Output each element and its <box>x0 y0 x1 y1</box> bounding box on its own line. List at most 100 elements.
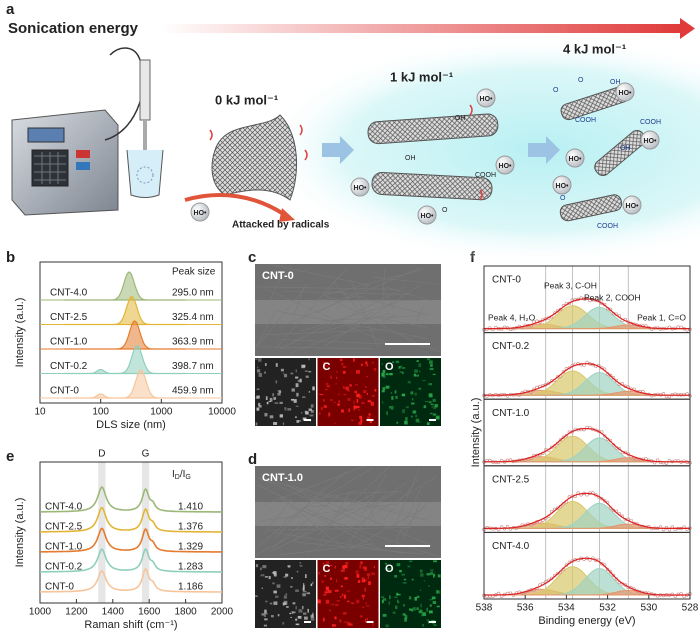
map-speck <box>302 583 305 585</box>
map-speck <box>423 405 427 409</box>
attack-arrow-head <box>279 208 295 222</box>
radical-label: HO• <box>569 156 583 163</box>
map-speck <box>432 398 436 402</box>
band-label: G <box>142 449 150 460</box>
group-label: COOH <box>640 119 661 126</box>
map-speck <box>291 388 295 392</box>
peak-size-label: 398.7 nm <box>172 361 214 372</box>
map-speck <box>433 560 437 563</box>
map-speck <box>346 621 351 626</box>
fit-envelope <box>484 298 690 330</box>
element-map <box>255 358 316 426</box>
map-speck <box>274 402 279 404</box>
data-point <box>555 506 560 510</box>
map-speck <box>401 393 406 397</box>
map-speck <box>336 600 340 602</box>
map-speck <box>326 383 329 385</box>
data-point <box>558 438 563 442</box>
map-speck <box>364 587 366 592</box>
map-speck <box>397 594 401 596</box>
map-speck <box>283 373 288 378</box>
map-speck <box>426 358 431 361</box>
map-speck <box>368 581 371 586</box>
map-speck <box>395 605 398 610</box>
map-speck <box>405 417 408 421</box>
group-label: O <box>553 87 559 94</box>
map-speck <box>326 561 330 564</box>
map-speck <box>305 574 307 579</box>
map-speck <box>334 422 336 424</box>
ratio-header-part: /I <box>180 469 186 480</box>
lattice <box>298 489 428 521</box>
map-speck <box>289 612 292 615</box>
map-speck <box>429 360 433 365</box>
map-speck <box>398 366 401 369</box>
map-speck <box>323 562 325 566</box>
map-speck <box>382 388 386 393</box>
energy-arrow <box>160 24 680 33</box>
map-speck <box>320 407 323 411</box>
map-speck <box>360 615 363 618</box>
map-speck <box>273 573 277 577</box>
radical-ball <box>622 195 642 215</box>
map-speck <box>333 401 336 403</box>
map-speck <box>367 575 370 580</box>
map-speck <box>302 587 305 591</box>
map-speck <box>329 609 331 612</box>
map-speck <box>273 397 277 400</box>
map-speck <box>282 422 285 425</box>
lattice <box>347 507 425 552</box>
lattice <box>293 501 363 540</box>
map-speck <box>345 386 349 390</box>
map-speck <box>319 412 321 415</box>
radical-label: HO• <box>499 163 513 170</box>
group-label: OH <box>405 155 416 162</box>
map-speck <box>317 571 321 575</box>
map-speck <box>402 371 404 375</box>
x-tick-label: 532 <box>599 603 616 614</box>
data-point <box>605 567 610 572</box>
map-speck <box>299 564 303 567</box>
map-speck <box>340 569 345 572</box>
lattice <box>293 284 305 317</box>
map-speck <box>306 592 311 595</box>
map-speck <box>290 398 295 401</box>
map-speck <box>426 422 430 426</box>
image-label: CNT-1.0 <box>262 472 303 484</box>
map-speck <box>365 361 368 365</box>
map-speck <box>356 399 359 403</box>
map-speck <box>396 593 399 596</box>
map-speck <box>296 420 300 423</box>
map-speck <box>400 365 403 368</box>
map-speck <box>430 403 434 405</box>
map-speck <box>292 602 296 605</box>
x-tick-label: 2000 <box>211 607 234 618</box>
data-point <box>600 496 604 501</box>
map-speck <box>381 401 384 404</box>
lattice <box>286 484 320 504</box>
peak-size-label: 459.9 nm <box>172 386 214 397</box>
map-speck <box>396 421 399 424</box>
map-speck <box>324 389 328 391</box>
map-speck <box>255 595 258 597</box>
map-speck <box>264 609 267 614</box>
map-speck <box>436 605 440 608</box>
map-speck <box>367 416 371 420</box>
element-map <box>317 358 379 426</box>
peak-label: Peak 2, COOH <box>584 292 641 302</box>
lattice <box>314 490 359 501</box>
map-speck <box>283 576 287 578</box>
sample-label: CNT-1.0 <box>50 337 88 348</box>
map-speck <box>431 405 433 409</box>
x-tick-label: 10 <box>34 407 46 418</box>
map-speck <box>283 595 287 599</box>
map-speck <box>343 393 347 396</box>
map-speck <box>295 369 297 373</box>
map-speck <box>344 577 348 580</box>
map-speck <box>339 595 342 598</box>
map-speck <box>272 393 274 397</box>
lattice <box>275 266 348 349</box>
map-speck <box>419 371 421 373</box>
map-speck <box>394 390 397 394</box>
x-tick-label: 100 <box>92 407 109 418</box>
